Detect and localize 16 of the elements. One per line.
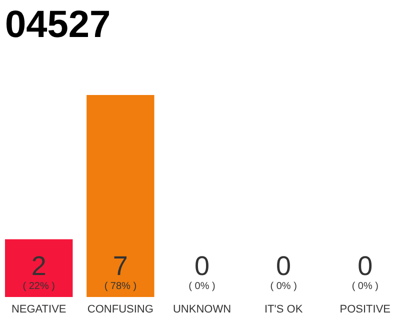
annotation: ( 78% )	[104, 281, 137, 292]
data-label: 0	[194, 251, 210, 281]
annotation: ( 22% )	[22, 281, 55, 292]
x-tick-label: POSITIVE	[340, 304, 391, 316]
annotation: ( 0% )	[188, 281, 216, 292]
data-label: 0	[276, 251, 292, 281]
x-tick-label: CONFUSING	[87, 304, 154, 316]
x-tick-label: UNKNOWN	[172, 304, 232, 316]
data-label: 7	[112, 251, 128, 281]
chart-title: 04527	[5, 4, 111, 46]
x-tick-label: NEGATIVE	[11, 304, 66, 316]
annotation: ( 0% )	[270, 281, 297, 292]
data-label: 0	[358, 251, 373, 281]
x-tick-label: IT'S OK	[264, 304, 304, 316]
annotation: ( 0% )	[352, 281, 378, 292]
data-label: 2	[31, 251, 46, 281]
